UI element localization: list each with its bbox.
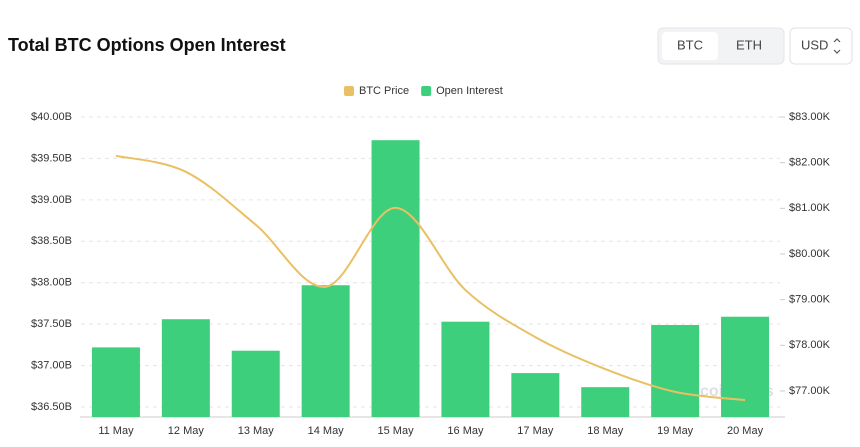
y-tick-label: $39.00B (31, 194, 72, 206)
y-tick-label: $36.50B (31, 401, 72, 413)
y-tick-label: $39.50B (31, 152, 72, 164)
legend-label: Open Interest (436, 85, 503, 97)
x-tick-label: 13 May (238, 425, 275, 437)
bar (301, 285, 350, 417)
x-tick-label: 11 May (98, 425, 134, 437)
x-tick-label: 15 May (378, 425, 415, 437)
bar (91, 347, 140, 417)
currency-label[interactable]: USD (801, 37, 828, 52)
bar (511, 373, 560, 417)
y2-tick-label: $83.00K (789, 111, 831, 123)
x-tick-label: 14 May (308, 425, 345, 437)
y2-tick-label: $77.00K (789, 385, 831, 397)
x-tick-label: 19 May (657, 425, 694, 437)
y-tick-label: $37.50B (31, 318, 72, 330)
y2-tick-label: $81.00K (789, 202, 831, 214)
bar (721, 316, 770, 417)
legend-swatch (344, 86, 354, 96)
x-tick-label: 17 May (517, 425, 554, 437)
legend-swatch (421, 86, 432, 96)
y2-tick-label: $78.00K (789, 339, 831, 351)
currency-select[interactable] (789, 27, 853, 65)
legend-label: BTC Price (359, 85, 409, 97)
coin-btc-button[interactable] (662, 32, 718, 60)
x-tick-label: 12 May (168, 425, 205, 437)
chart-title: Total BTC Options Open Interest (8, 35, 286, 55)
y2-tick-label: $82.00K (789, 157, 831, 169)
y-tick-label: $37.00B (31, 360, 72, 372)
y2-tick-label: $79.00K (789, 294, 831, 306)
bar (161, 319, 210, 417)
x-tick-label: 16 May (447, 425, 484, 437)
y-tick-label: $40.00B (31, 111, 72, 123)
x-tick-label: 18 May (587, 425, 624, 437)
y-tick-label: $38.00B (31, 277, 72, 289)
y-tick-label: $38.50B (31, 235, 72, 247)
coin-eth-label[interactable]: ETH (736, 37, 762, 52)
y2-tick-label: $80.00K (789, 248, 831, 260)
bar (441, 321, 490, 417)
bar (581, 387, 630, 417)
select-arrows (833, 38, 841, 54)
price-line (115, 154, 746, 402)
coin-btc-label[interactable]: BTC (677, 37, 703, 52)
bar (231, 350, 280, 417)
bar (651, 325, 700, 417)
x-tick-label: 20 May (727, 425, 764, 437)
bar (371, 140, 420, 418)
